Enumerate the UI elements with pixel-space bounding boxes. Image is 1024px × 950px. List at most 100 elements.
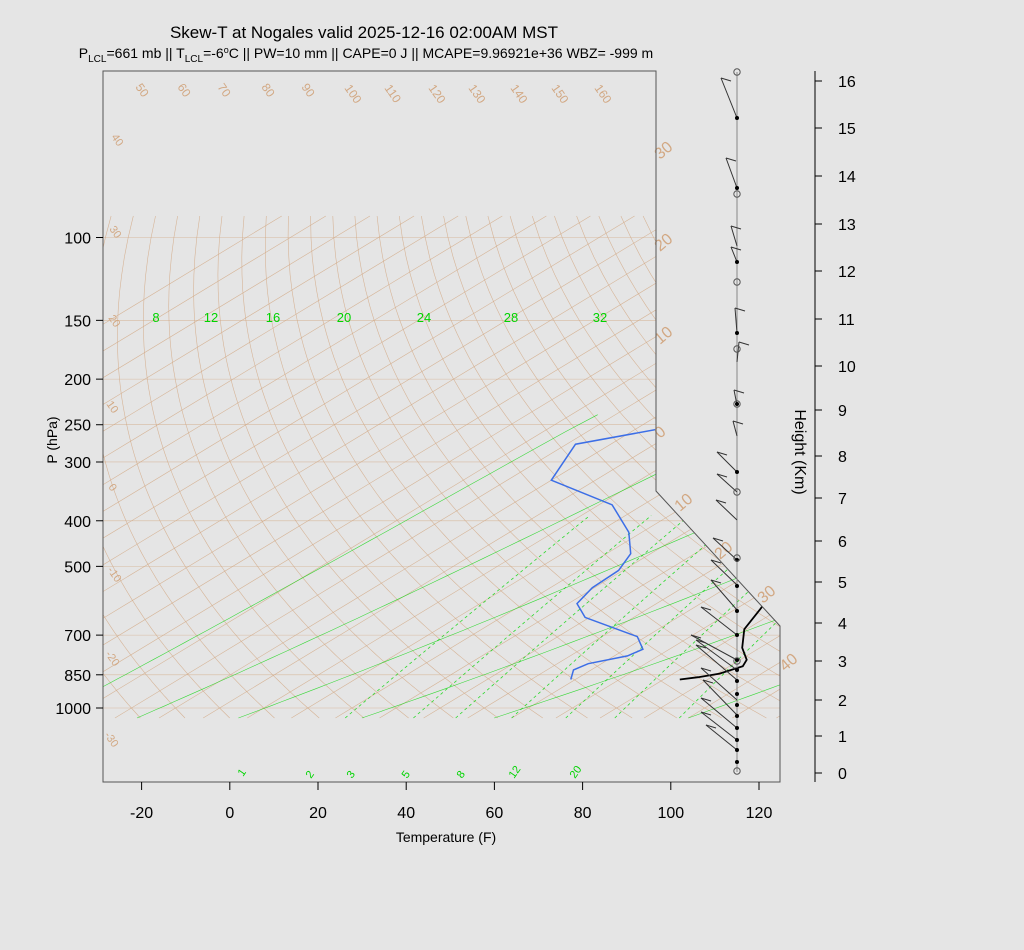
wind-barb: [695, 639, 738, 671]
dry-adiabat: [332, 215, 722, 719]
x-tick-label: 100: [657, 805, 684, 822]
y-tick-label: 400: [64, 514, 91, 531]
wind-barb-flag: [720, 77, 732, 82]
dry-adiabat: [103, 215, 275, 719]
moist-adiabat: [891, 415, 1024, 718]
plot-frame: [102, 70, 781, 783]
y-tick-label: 700: [64, 628, 91, 645]
wind-barb: [700, 606, 738, 636]
isotherm: [158, 215, 780, 719]
mixing-ratio-line: [511, 515, 740, 719]
height-tick-label: 16: [838, 74, 856, 91]
wind-barb-flag: [695, 639, 707, 644]
wind-dot: [735, 714, 739, 718]
dry-adiabat: [487, 215, 780, 719]
moist-adiabat: [103, 414, 598, 719]
dry-adiabat: [909, 216, 1024, 718]
dry-adiabat: [193, 215, 454, 719]
wind-dot: [735, 726, 739, 730]
wind-barb: [716, 451, 738, 473]
wind-barb: [710, 559, 738, 586]
mixing-ratio-label: 16: [266, 310, 280, 325]
wind-barb: [700, 711, 738, 741]
isotherm: [821, 216, 1024, 718]
wind-barb-flag: [734, 307, 746, 312]
moist-adiabat: [136, 414, 780, 719]
wind-dot: [735, 738, 739, 742]
isotherm: [467, 215, 780, 719]
adiabat-label: 10: [104, 399, 121, 416]
wind-barb-flag: [700, 667, 712, 672]
wind-barb-flag: [725, 157, 737, 162]
temperature-line: [679, 236, 780, 681]
wind-barb: [690, 634, 738, 661]
y-axis-title: P (hPa): [44, 416, 60, 463]
dry-adiabat: [287, 215, 633, 719]
wind-barb-flag: [712, 537, 724, 542]
wind-barb-flag: [730, 246, 742, 251]
height-tick-label: 3: [838, 654, 847, 671]
wind-barb-flag: [732, 420, 744, 425]
wind-barb: [725, 157, 738, 189]
mixing-ratio-label: 32: [593, 310, 607, 325]
wind-barb-flag: [716, 473, 728, 478]
wind-dot: [735, 116, 739, 120]
height-tick-label: 7: [838, 491, 847, 508]
wind-barb: [715, 499, 738, 521]
wind-barb: [720, 77, 738, 119]
dry-adiabat: [1020, 216, 1024, 718]
isotherm: [103, 215, 723, 719]
isotherm: [103, 215, 547, 719]
wind-dot: [735, 584, 739, 588]
x-axis-title: Temperature (F): [396, 829, 496, 845]
wind-barb: [732, 420, 738, 437]
isotherm: [909, 216, 1024, 718]
height-tick-label: 12: [838, 264, 856, 281]
wind-barb-flag: [715, 499, 727, 504]
isotherm: [953, 216, 1024, 718]
dry-adiabat: [103, 215, 230, 719]
chart-title: Skew-T at Nogales valid 2025-12-16 02:00…: [170, 23, 558, 42]
wind-dot: [735, 331, 739, 335]
dry-adiabat: [887, 216, 1024, 718]
height-tick-label: 10: [838, 359, 856, 376]
mixing-ratio-label: 20: [337, 310, 351, 325]
dry-adiabat: [865, 216, 1024, 718]
wind-barb-flag: [700, 711, 712, 716]
wind-barb-flag: [700, 697, 712, 702]
y-tick-label: 500: [64, 559, 91, 576]
calm-circle: [733, 400, 741, 408]
mixing-ratio-label: 12: [507, 764, 524, 781]
dry-adiabat: [241, 215, 543, 719]
height-tick-label: 14: [838, 169, 856, 186]
mixing-ratio-label: 8: [152, 310, 159, 325]
isotherm: [423, 215, 780, 719]
isotherm: [103, 215, 635, 719]
calm-circle: [733, 190, 741, 198]
y-tick-label: 1000: [55, 701, 91, 718]
wind-barb-flag: [738, 341, 750, 346]
x-tick-label: -20: [130, 805, 153, 822]
dry-adiabat: [376, 215, 780, 719]
wind-barb: [702, 679, 738, 716]
adiabat-label: 40: [109, 132, 126, 149]
wind-dot: [735, 658, 739, 662]
isotherm: [103, 215, 415, 719]
wind-barb: [700, 667, 738, 701]
mixing-ratio-label: 2: [304, 769, 317, 781]
wind-dot: [735, 748, 739, 752]
dry-adiabat: [103, 215, 186, 719]
wind-barb-flag: [705, 724, 717, 729]
height-tick-label: 2: [838, 693, 847, 710]
chart-subtitle: PLCL=661 mb || TLCL=-6oC || PW=10 mm || …: [79, 45, 653, 65]
wind-barb: [695, 644, 738, 681]
wind-dot: [735, 470, 739, 474]
dry-adiabat: [399, 215, 780, 719]
y-tick-label: 100: [64, 231, 91, 248]
height-axis-title: Height (Km): [791, 409, 808, 494]
mixing-ratio-label: 20: [568, 764, 585, 781]
mixing-ratio-line: [614, 515, 780, 719]
isotherm: [114, 215, 780, 719]
